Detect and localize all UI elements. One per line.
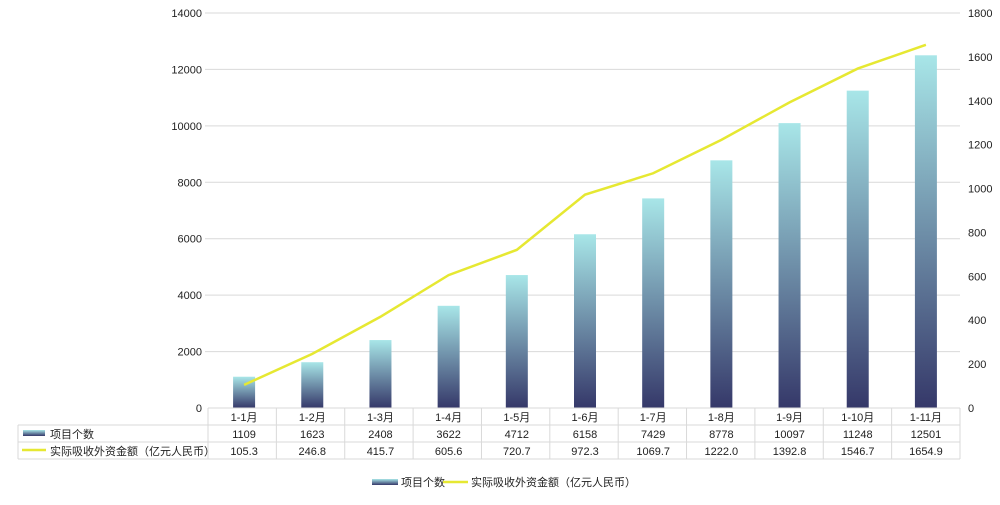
legend-bar-icon (372, 479, 398, 485)
table-cell: 1392.8 (773, 446, 807, 458)
bar (574, 234, 596, 408)
table-cell: 415.7 (367, 446, 395, 458)
right-tick-label: 400 (968, 315, 986, 327)
category-label: 1-1月 (231, 412, 258, 424)
bar-series-key-icon (23, 430, 45, 436)
right-tick-label: 600 (968, 271, 986, 283)
right-tick-label: 1600 (968, 52, 992, 64)
category-label: 1-8月 (708, 412, 735, 424)
right-tick-label: 1400 (968, 96, 992, 108)
left-tick-label: 8000 (178, 177, 202, 189)
table-cell: 246.8 (299, 446, 327, 458)
bar (915, 55, 937, 408)
table-cell: 1654.9 (909, 446, 943, 458)
right-tick-label: 1800 (968, 8, 992, 20)
table-cell: 1623 (300, 429, 324, 441)
category-label: 1-10月 (841, 412, 874, 424)
category-label: 1-5月 (503, 412, 530, 424)
category-label: 1-2月 (299, 412, 326, 424)
right-tick-label: 800 (968, 227, 986, 239)
category-label: 1-7月 (640, 412, 667, 424)
table-cell: 8778 (709, 429, 733, 441)
table-cell: 720.7 (503, 446, 531, 458)
left-tick-label: 6000 (178, 234, 202, 246)
table-cell: 1546.7 (841, 446, 875, 458)
legend: 项目个数 实际吸收外资金额（亿元人民币） (372, 475, 636, 489)
table-cell: 10097 (774, 429, 805, 441)
table-cell: 605.6 (435, 446, 463, 458)
table-cell: 1109 (232, 429, 256, 441)
table-cell: 3622 (436, 429, 460, 441)
left-tick-label: 2000 (178, 347, 202, 359)
category-label: 1-11月 (910, 412, 942, 424)
bar (506, 275, 528, 408)
bar (779, 123, 801, 408)
table-cell: 4712 (505, 429, 529, 441)
bar (438, 306, 460, 408)
legend-label: 实际吸收外资金额（亿元人民币） (471, 475, 636, 489)
right-tick-label: 0 (968, 403, 974, 415)
table-cell: 1069.7 (636, 446, 670, 458)
category-label: 1-3月 (367, 412, 394, 424)
category-label: 1-4月 (435, 412, 462, 424)
table-cell: 105.3 (230, 446, 258, 458)
table-cell: 6158 (573, 429, 597, 441)
series-name: 项目个数 (50, 428, 94, 441)
bar (847, 91, 869, 408)
table-cell: 11248 (843, 429, 873, 441)
data-table: 1-1月 1109 105.3 1-2月 1623 246.8 1-3月 2408 415.7 1… (18, 408, 960, 459)
right-tick-label: 200 (968, 359, 986, 371)
bar (642, 198, 664, 408)
table-cell: 972.3 (571, 446, 599, 458)
left-tick-label: 14000 (171, 8, 202, 20)
series-name: 实际吸收外资金额（亿元人民币） (50, 444, 215, 458)
bar (710, 160, 732, 408)
bar (301, 362, 323, 408)
bar (369, 340, 391, 408)
left-tick-label: 0 (196, 403, 202, 415)
legend-label: 项目个数 (401, 476, 445, 489)
category-label: 1-6月 (572, 412, 599, 424)
bar-series (233, 55, 937, 408)
table-cell: 2408 (368, 429, 392, 441)
left-tick-label: 10000 (171, 121, 202, 133)
right-tick-label: 1000 (968, 184, 992, 196)
right-tick-label: 1200 (968, 140, 992, 152)
left-tick-label: 12000 (171, 64, 202, 76)
category-label: 1-9月 (776, 412, 803, 424)
left-tick-label: 4000 (178, 290, 202, 302)
table-cell: 7429 (641, 429, 665, 441)
table-cell: 1222.0 (705, 446, 739, 458)
table-cell: 12501 (911, 429, 942, 441)
